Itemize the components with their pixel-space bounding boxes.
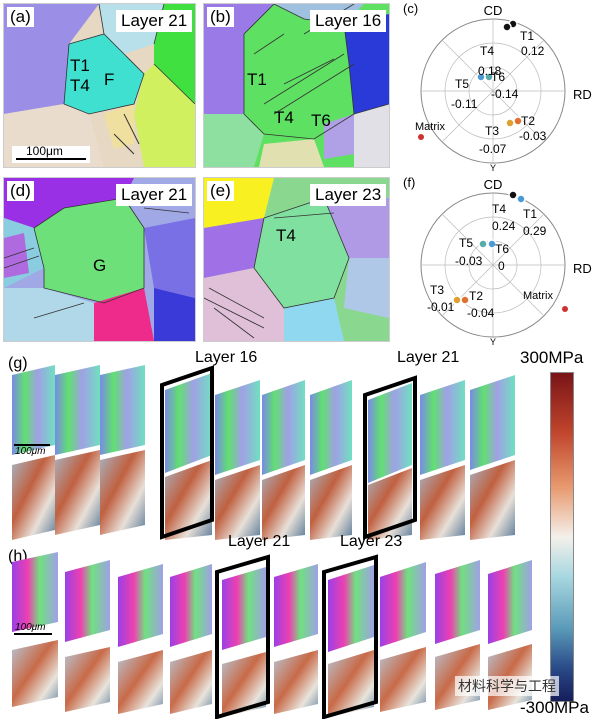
pole-f-t2: T2 bbox=[469, 289, 483, 303]
pole-c-t6-val: -0.14 bbox=[491, 87, 519, 101]
pole-f-label: (f) bbox=[403, 177, 415, 190]
pole-f-t1: T1 bbox=[523, 207, 537, 221]
row-h-slices bbox=[12, 552, 532, 719]
pole-f-matrix: Matrix bbox=[523, 290, 553, 302]
grain-f-a: F bbox=[104, 70, 115, 89]
grain-t4-e: T4 bbox=[276, 226, 296, 245]
pole-figure-f: CD RD Y (f) T4 0.24 T1 0.29 T5 -0.03 T6 … bbox=[403, 177, 592, 347]
row-g-layer16: Layer 16 bbox=[195, 349, 258, 366]
row-h-scale: 100μm bbox=[15, 622, 46, 633]
pole-f-t2-val: -0.04 bbox=[467, 306, 495, 320]
row-g-scale: 100μm bbox=[15, 446, 46, 457]
panel-d-label: (d) bbox=[7, 181, 34, 201]
grain-g-d: G bbox=[93, 256, 107, 275]
pole-f-y: Y bbox=[490, 337, 496, 347]
pole-f-t5-val: -0.03 bbox=[455, 254, 483, 268]
pole-c-t2: T2 bbox=[521, 114, 535, 128]
pole-c-t3-val: -0.07 bbox=[479, 142, 507, 156]
pole-c-t3: T3 bbox=[485, 124, 499, 138]
panel-b-label: (b) bbox=[207, 7, 234, 27]
panel-b-layer: Layer 16 bbox=[310, 10, 387, 32]
grain-t4-b: T4 bbox=[274, 108, 294, 127]
pole-c-y: Y bbox=[490, 163, 496, 173]
scale-label-a: 100μm bbox=[26, 144, 63, 158]
colorbar-max: 300MPa bbox=[520, 348, 584, 367]
pole-c-t2-val: -0.03 bbox=[519, 129, 547, 143]
row-g-layer21: Layer 21 bbox=[397, 349, 460, 366]
pole-c-t1: T1 bbox=[520, 29, 534, 43]
pole-f-rd: RD bbox=[573, 261, 592, 276]
grain-t1-b: T1 bbox=[247, 70, 267, 89]
pole-c-cd: CD bbox=[484, 3, 503, 18]
pole-f-t4: T4 bbox=[492, 202, 506, 216]
pole-f-t6: T6 bbox=[495, 242, 509, 256]
panel-a-label: (a) bbox=[7, 7, 34, 27]
ebsd-map-d bbox=[4, 178, 195, 341]
pole-f-t3: T3 bbox=[430, 283, 444, 297]
row-h-layer23: Layer 23 bbox=[340, 533, 403, 550]
panel-e-layer: Layer 23 bbox=[310, 184, 387, 206]
grain-t4-a: T4 bbox=[70, 76, 90, 95]
pole-f-cd: CD bbox=[484, 177, 503, 192]
pole-c-t4-val: 0.18 bbox=[478, 64, 502, 78]
pole-f-t5: T5 bbox=[459, 236, 473, 250]
panel-d: (d) Layer 21 G bbox=[3, 177, 196, 342]
panel-e: (e) Layer 23 T4 bbox=[203, 177, 390, 342]
pole-c-t5-val: -0.11 bbox=[451, 97, 478, 111]
panel-b: (b) Layer 16 T1 T4 T6 bbox=[203, 3, 390, 168]
pole-c-rd: RD bbox=[573, 87, 592, 102]
pole-c-label: (c) bbox=[403, 3, 418, 16]
pole-c-t6: T6 bbox=[491, 70, 505, 84]
row-g-label: (g) bbox=[8, 355, 28, 372]
panel-a: (a) Layer 21 T1 T4 F 100μm bbox=[3, 3, 196, 168]
pole-c-matrix: Matrix bbox=[415, 121, 445, 133]
pole-f-t4-val: 0.24 bbox=[492, 219, 516, 233]
watermark: 材料科学与工程 bbox=[455, 676, 559, 696]
pole-f-t3-val: -0.01 bbox=[427, 300, 455, 314]
panel-d-layer: Layer 21 bbox=[116, 184, 193, 206]
grain-t1-a: T1 bbox=[70, 56, 90, 75]
grain-t6-b: T6 bbox=[311, 111, 331, 130]
pole-figure-c: CD RD Y (c) T1 0.12 T4 0.18 T5 -0.11 T6 … bbox=[403, 3, 592, 173]
colorbar-min: -300MPa bbox=[520, 698, 589, 717]
panel-a-layer: Layer 21 bbox=[116, 10, 193, 32]
pole-f-t6-val: 0 bbox=[498, 259, 505, 273]
panel-e-label: (e) bbox=[207, 181, 234, 201]
pole-c-t4: T4 bbox=[480, 44, 494, 58]
ebsd-map-e bbox=[204, 178, 389, 341]
pole-c-t5: T5 bbox=[455, 77, 469, 91]
pole-c-t1-val: 0.12 bbox=[521, 44, 545, 58]
pole-f-t1-val: 0.29 bbox=[523, 224, 547, 238]
colorbar bbox=[550, 372, 574, 702]
row-h-layer21: Layer 21 bbox=[228, 533, 291, 550]
row-g-slices bbox=[12, 365, 515, 540]
